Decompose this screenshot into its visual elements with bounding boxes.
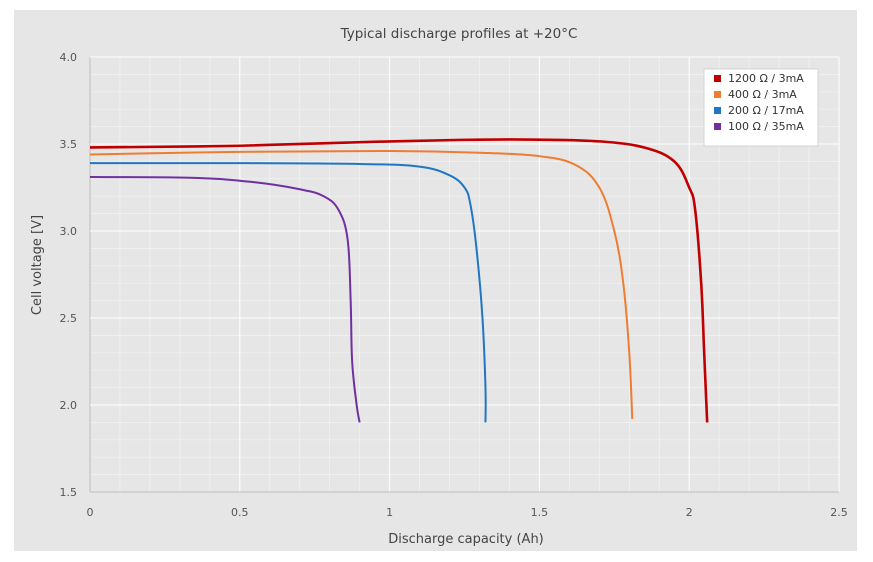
y-tick-label: 1.5 [60, 486, 78, 499]
legend-swatch [714, 123, 721, 130]
y-tick-label: 4.0 [60, 51, 78, 64]
y-tick-label: 3.5 [60, 138, 78, 151]
series-line-1 [89, 138, 709, 423]
legend-swatch [714, 75, 721, 82]
x-tick-label: 1.5 [531, 506, 549, 519]
legend-box [703, 68, 819, 147]
legend-swatch [714, 91, 721, 98]
y-tick-label: 3.0 [60, 225, 78, 238]
series-line-4 [89, 176, 361, 423]
y-tick-label: 2.0 [60, 399, 78, 412]
x-tick-label: 2 [686, 506, 693, 519]
legend-entry: 1200 Ω / 3mA [728, 72, 804, 85]
x-axis-label: Discharge capacity (Ah) [388, 532, 544, 547]
legend-entry: 100 Ω / 35mA [728, 120, 804, 133]
x-tick-label: 2.5 [830, 506, 848, 519]
legend-swatch [714, 107, 721, 114]
y-tick-label: 2.5 [60, 312, 78, 325]
y-tick-labels: 1.5 2.0 2.5 3.0 3.5 4.0 [60, 51, 78, 499]
x-tick-label: 0 [87, 506, 94, 519]
series-lines [89, 138, 709, 423]
x-tick-label: 0.5 [231, 506, 249, 519]
y-axis-label: Cell voltage [V] [30, 215, 45, 315]
legend-entry: 400 Ω / 3mA [728, 88, 797, 101]
legend-entry: 200 Ω / 17mA [728, 104, 804, 117]
series-line-3 [89, 162, 487, 423]
legend: 1200 Ω / 3mA 400 Ω / 3mA 200 Ω / 17mA 100 Ω… [703, 68, 819, 147]
chart-title: Typical discharge profiles at +20°C [340, 26, 578, 42]
series-line-2 [89, 149, 634, 419]
x-tick-labels: 0 0.5 1 1.5 2 2.5 [87, 506, 848, 519]
x-tick-label: 1 [386, 506, 393, 519]
discharge-chart: 0 0.5 1 1.5 2 2.5 1.5 2.0 2.5 3.0 3.5 4.0 Typical … [30, 26, 848, 547]
chart-frame: 0 0.5 1 1.5 2 2.5 1.5 2.0 2.5 3.0 3.5 4.0 Typical … [14, 10, 857, 551]
major-grid [89, 56, 840, 493]
